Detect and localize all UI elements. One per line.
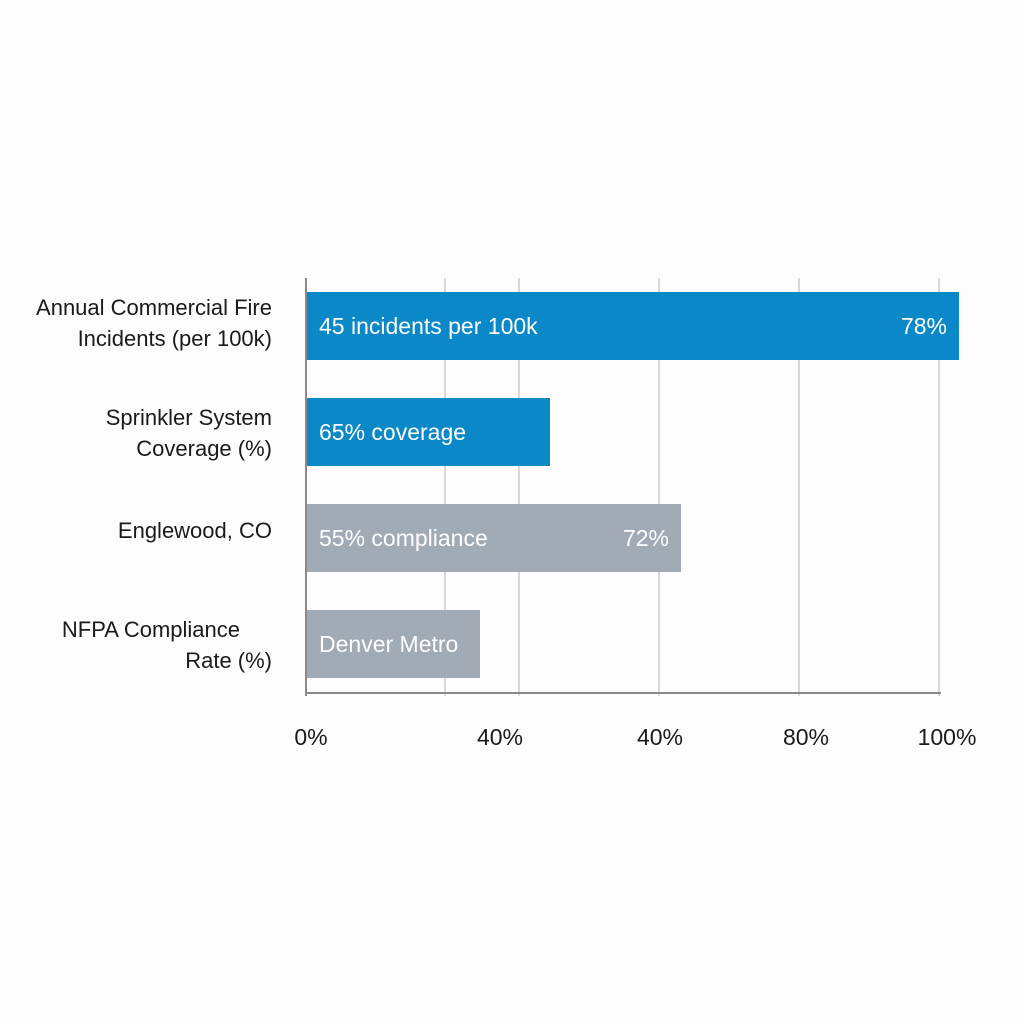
bar-end-label: 72% bbox=[622, 524, 669, 551]
bar-fire-incidents: 45 incidents per 100k 78% bbox=[307, 292, 959, 360]
category-label-nfpa-compliance: NFPA Compliance Rate (%) bbox=[62, 614, 272, 676]
bar-inside-label: 45 incidents per 100k bbox=[319, 312, 538, 339]
category-label-englewood: Englewood, CO bbox=[118, 515, 272, 546]
bar-sprinkler-coverage: 65% coverage bbox=[307, 398, 550, 466]
bar-denver-metro: Denver Metro bbox=[307, 610, 480, 678]
bar-inside-label: Denver Metro bbox=[319, 630, 459, 657]
category-label-line: Rate (%) bbox=[185, 648, 272, 673]
bar-inside-label: 65% coverage bbox=[319, 418, 467, 445]
gridline bbox=[518, 278, 520, 696]
category-label-fire-incidents: Annual Commercial Fire Incidents (per 10… bbox=[36, 292, 272, 354]
gridline bbox=[444, 278, 446, 696]
gridline bbox=[658, 278, 660, 696]
category-label-line: Englewood, CO bbox=[117, 518, 272, 543]
bar-englewood: 55% compliance 72% bbox=[307, 504, 681, 572]
category-label-sprinkler-coverage: Sprinkler System Coverage (%) bbox=[106, 402, 272, 464]
category-label-line: Coverage (%) bbox=[136, 436, 272, 461]
x-axis-line bbox=[305, 692, 941, 694]
category-label-line: Sprinkler System bbox=[105, 405, 272, 430]
x-tick-label: 80% bbox=[782, 724, 830, 750]
gridline bbox=[938, 278, 940, 696]
category-label-line: Annual Commercial Fire bbox=[36, 295, 272, 320]
x-tick-label: 100% bbox=[917, 724, 977, 750]
category-label-line: Incidents (per 100k) bbox=[77, 326, 272, 351]
y-axis-line bbox=[305, 278, 307, 696]
x-tick-label: 40% bbox=[636, 724, 684, 750]
bar-inside-label: 55% compliance bbox=[319, 524, 488, 551]
category-label-line: NFPA Compliance bbox=[61, 617, 240, 642]
bar-end-label: 78% bbox=[900, 312, 947, 339]
gridline bbox=[798, 278, 800, 696]
x-tick-label: 0% bbox=[294, 724, 328, 750]
x-tick-label: 40% bbox=[476, 724, 524, 750]
